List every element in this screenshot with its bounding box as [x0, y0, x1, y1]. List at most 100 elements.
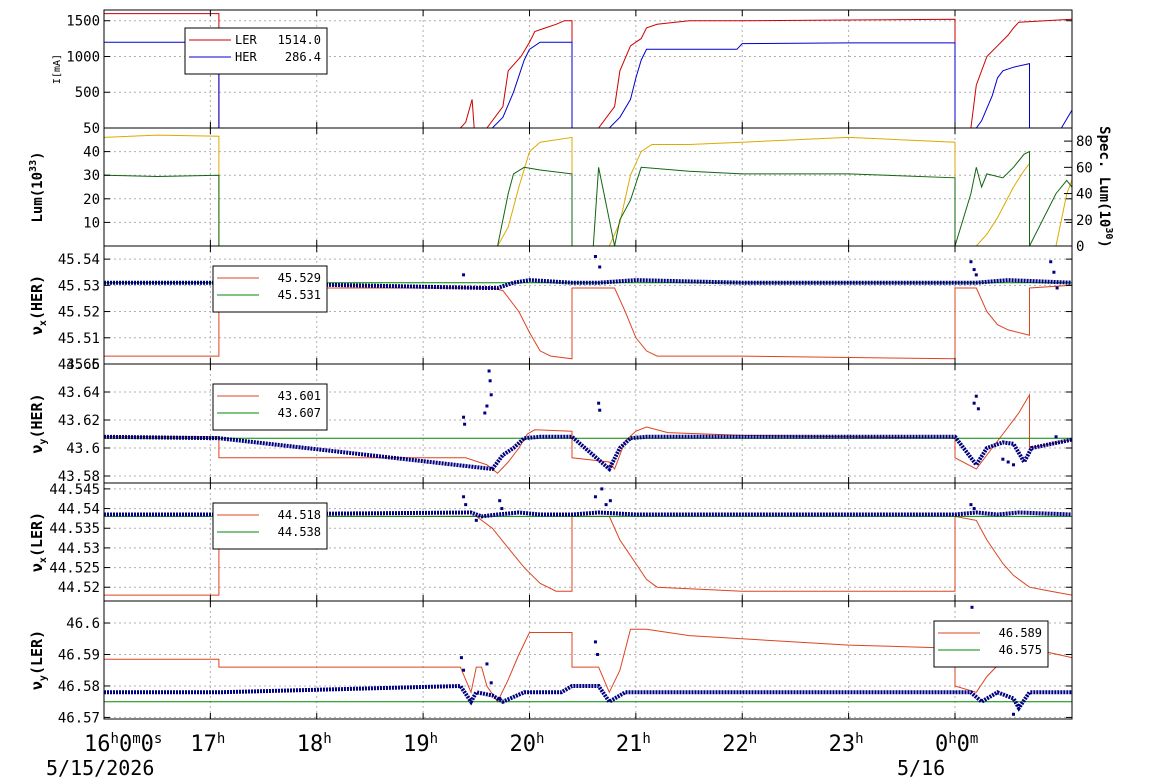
measurement-point — [593, 640, 597, 644]
y-tick-label: 46.59 — [58, 647, 100, 663]
plot-area-nuy_ler — [104, 605, 1072, 716]
legend-value: 45.531 — [278, 288, 321, 302]
x-tick-label-part: h — [642, 731, 650, 747]
legend-value: 43.601 — [278, 389, 321, 403]
panel-frame — [103, 600, 1073, 720]
x-tick-label-part: 17 — [190, 732, 217, 757]
y-axis-label-main: ν — [28, 681, 46, 690]
measurement-line-nux_her — [104, 278, 1072, 290]
legend-value: 44.518 — [278, 508, 321, 522]
x-tick-label-part: h — [948, 731, 956, 747]
y-tick-label: 44.525 — [49, 561, 100, 577]
y-tick-label: 43.64 — [58, 385, 100, 401]
measurement-point — [498, 697, 502, 701]
y-axis-label-tail: (LER) — [28, 512, 46, 557]
y-axis-label: I[mA] — [52, 54, 63, 84]
y-tick-label: 44.52 — [58, 580, 100, 596]
x-tick-label-part: 0 — [141, 732, 154, 757]
x-tick-label-part: 16 — [84, 732, 111, 757]
y-axis-label-tail: (HER) — [28, 393, 46, 438]
y-tick-label: 45.52 — [58, 305, 100, 321]
x-tick-label: 22h — [722, 731, 757, 757]
y2-axis-label: Spec. Lum(1030) — [1096, 126, 1114, 248]
x-tick-label-part: 21 — [616, 732, 643, 757]
measurement-point — [593, 254, 597, 258]
legend-box — [184, 27, 328, 75]
x-tick-label: 18h — [297, 731, 332, 757]
measurement-point — [597, 401, 601, 405]
measurement-point — [974, 273, 978, 277]
y-tick-label: 30 — [83, 168, 100, 184]
measurement-point — [462, 495, 466, 499]
measurement-point — [489, 393, 493, 397]
legend-nuy_ler: 46.589 46.575 — [933, 620, 1049, 668]
y-tick-label: 44.545 — [49, 482, 100, 498]
legend-box — [933, 620, 1049, 668]
y-axis-label-main: Lum(10 — [30, 172, 46, 223]
series-line-current-1 — [104, 41, 1072, 128]
series-line-luminosity-1 — [104, 150, 1072, 246]
legend-box — [212, 502, 328, 550]
measurement-point — [596, 652, 600, 656]
y-axis-label-sub: x — [38, 320, 49, 326]
panel-current: 500 1000 1500 I[mA] LER 1514.0 HER 286.4 — [52, 9, 1073, 129]
measurement-point — [974, 394, 978, 398]
y-tick-label: 45.51 — [58, 331, 100, 347]
legend-nux_her: 45.529 45.531 — [212, 265, 328, 313]
measurement-point — [969, 260, 973, 264]
x-tick-label-part: m — [132, 731, 140, 747]
x-date-label: 5/15/2026 — [46, 756, 154, 780]
legend-value: 43.607 — [278, 406, 321, 420]
y2-tick-label: 60 — [1076, 160, 1093, 176]
measurement-point — [485, 662, 489, 666]
x-tick-label: 17h — [190, 731, 225, 757]
y-axis-label-sub: x — [38, 557, 49, 563]
y-axis-label: νy(HER) — [28, 393, 49, 453]
x-tick-label: 0h0m — [935, 731, 978, 757]
measurement-point — [1006, 460, 1010, 464]
measurement-point — [1054, 435, 1058, 439]
measurement-point — [1011, 463, 1015, 467]
x-tick-label-part: h — [749, 731, 757, 747]
x-tick-label-part: 18 — [297, 732, 324, 757]
series-line-nux_ler-0 — [104, 515, 1072, 596]
measurement-point — [1052, 270, 1056, 274]
y-tick-label: 1500 — [66, 14, 100, 30]
y2-axis-label-sup: 30 — [1103, 227, 1114, 239]
y-axis-label-tail: ) — [30, 151, 46, 159]
x-tick-label-part: 0 — [957, 732, 970, 757]
measurement-point — [489, 681, 493, 685]
legend-value: 44.538 — [278, 525, 321, 539]
y2-tick-label: 80 — [1076, 134, 1093, 150]
panel-frame — [103, 127, 1073, 247]
measurement-point — [593, 495, 597, 499]
y-tick-label: 45.5 — [66, 357, 100, 373]
measurement-point — [972, 401, 976, 405]
legend-nux_ler: 44.518 44.538 — [212, 502, 328, 550]
measurement-point — [598, 265, 602, 269]
y-axis-label: νx(LER) — [28, 512, 49, 572]
plot-area-nuy_her — [104, 369, 1072, 474]
measurement-point — [500, 507, 504, 511]
panel-nux_ler: 44.5244.52544.5344.53544.5444.545νx(LER)… — [28, 482, 1073, 602]
legend-value: 46.575 — [999, 643, 1042, 657]
measurement-point — [462, 415, 466, 419]
x-tick-label-part: h — [430, 731, 438, 747]
x-tick-label: 19h — [403, 731, 438, 757]
y-tick-label: 43.58 — [58, 469, 100, 485]
x-tick-label-part: 0 — [935, 732, 948, 757]
legend-current: LER 1514.0 HER 286.4 — [184, 27, 328, 75]
measurement-point — [463, 422, 467, 426]
x-tick-label-part: h — [536, 731, 544, 747]
x-tick-label: 21h — [616, 731, 651, 757]
measurement-point — [459, 656, 463, 660]
measurement-point — [487, 369, 491, 373]
y-tick-label: 44.535 — [49, 521, 100, 537]
x-tick-label-part: 22 — [722, 732, 749, 757]
y2-axis-label-main: Spec. Lum(10 — [1096, 126, 1112, 227]
measurement-point — [604, 503, 608, 507]
y-axis-label: νx(HER) — [28, 275, 49, 335]
y-axis-label-tail: (LER) — [28, 630, 46, 675]
x-tick-label: 23h — [829, 731, 864, 757]
